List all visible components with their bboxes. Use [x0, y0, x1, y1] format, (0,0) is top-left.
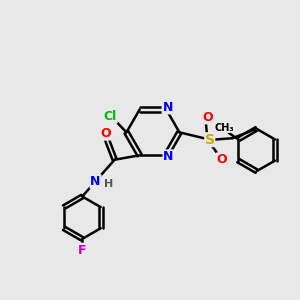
Text: Cl: Cl	[103, 110, 117, 123]
Text: O: O	[202, 110, 213, 124]
Text: N: N	[164, 150, 174, 163]
Text: N: N	[163, 100, 173, 113]
Text: F: F	[78, 244, 86, 256]
Text: S: S	[205, 133, 215, 147]
Text: CH₃: CH₃	[214, 123, 234, 133]
Text: O: O	[217, 153, 227, 166]
Text: H: H	[104, 179, 113, 189]
Text: O: O	[100, 127, 111, 140]
Text: N: N	[90, 175, 101, 188]
